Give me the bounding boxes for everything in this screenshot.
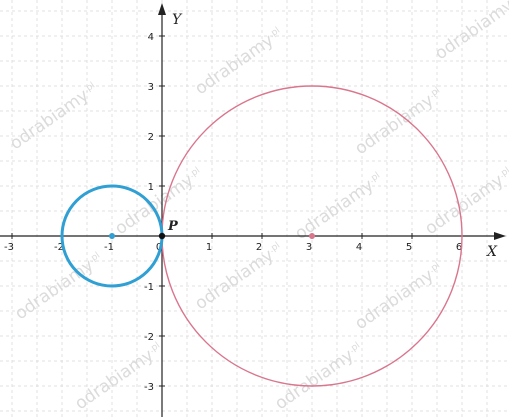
watermark-text: odrabiamy.pl bbox=[191, 24, 286, 99]
y-tick-label: 1 bbox=[148, 182, 154, 193]
y-axis-label: Y bbox=[172, 12, 183, 28]
x-tick-label: 4 bbox=[356, 242, 362, 253]
x-tick-label: -1 bbox=[104, 242, 114, 253]
x-tick-label: -3 bbox=[4, 242, 14, 253]
watermark-text: odrabiamy.pl bbox=[111, 164, 206, 239]
y-tick-label: 3 bbox=[148, 82, 154, 93]
point-p-label: P bbox=[167, 219, 179, 234]
y-tick-label: 2 bbox=[148, 132, 154, 143]
x-tick-label: 2 bbox=[256, 242, 262, 253]
x-tick-label: 6 bbox=[456, 242, 462, 253]
tick-labels: -3 -2 -1 0 1 2 3 4 5 6 -3 -2 -1 1 2 3 4 bbox=[4, 32, 462, 393]
y-tick-label: 4 bbox=[148, 32, 154, 43]
y-tick-label: -3 bbox=[144, 382, 154, 393]
x-tick-label: 3 bbox=[306, 242, 312, 253]
watermark-text: odrabiamy.pl bbox=[11, 249, 106, 324]
y-axis-arrow bbox=[158, 3, 166, 15]
watermark-text: odrabiamy.pl bbox=[291, 169, 386, 244]
axes bbox=[0, 3, 506, 417]
watermark-text: odrabiamy.pl bbox=[431, 0, 509, 64]
point-p bbox=[158, 232, 166, 240]
watermark-layer: odrabiamy.pl odrabiamy.plodrabiamy.plodra… bbox=[6, 0, 509, 414]
x-axis-label: X bbox=[486, 244, 498, 260]
labels: X Y P bbox=[167, 12, 498, 260]
x-tick-label: -2 bbox=[54, 242, 64, 253]
small-circle-center-point bbox=[109, 233, 115, 239]
y-tick-label: -2 bbox=[144, 332, 154, 343]
x-tick-label: 1 bbox=[206, 242, 212, 253]
watermark-text: odrabiamy.pl bbox=[351, 259, 446, 334]
x-tick-label: 0 bbox=[156, 242, 162, 253]
watermark-text: odrabiamy.pl bbox=[421, 164, 509, 239]
watermark-text: odrabiamy.pl bbox=[271, 339, 366, 414]
x-tick-label: 5 bbox=[406, 242, 412, 253]
x-axis-arrow bbox=[494, 232, 506, 240]
watermark-text: odrabiamy.pl bbox=[71, 339, 166, 414]
shapes bbox=[60, 85, 463, 387]
large-circle-center-point bbox=[309, 233, 315, 239]
y-tick-label: -1 bbox=[144, 282, 154, 293]
